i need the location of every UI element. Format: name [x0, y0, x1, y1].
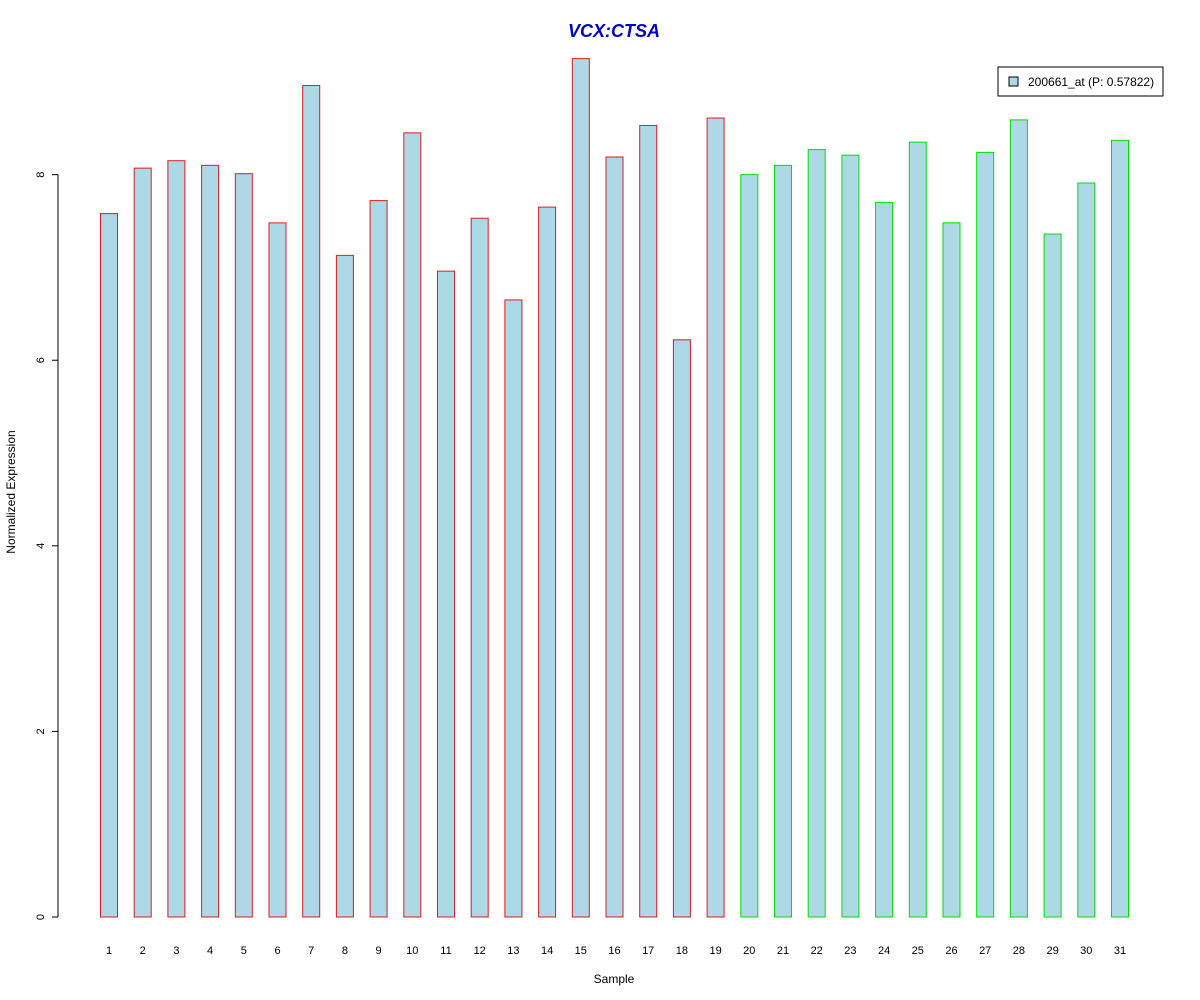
bar-sample-9	[369, 200, 388, 918]
x-tick-label: 14	[541, 945, 553, 957]
y-tick-label: 6	[35, 357, 47, 363]
x-tick-label: 2	[140, 945, 146, 957]
bar-sample-20	[740, 174, 759, 918]
x-tick-label: 13	[507, 945, 519, 957]
y-tick-label: 8	[35, 172, 47, 178]
bar-sample-13	[504, 299, 523, 918]
legend-swatch	[1008, 76, 1019, 87]
x-tick-label: 20	[743, 945, 755, 957]
x-tick-label: 17	[642, 945, 654, 957]
x-tick-label: 27	[979, 945, 991, 957]
x-tick-label: 10	[406, 945, 418, 957]
y-tick-label: 2	[35, 728, 47, 734]
bar-sample-24	[875, 201, 894, 918]
x-tick-label: 29	[1046, 945, 1058, 957]
bar-sample-26	[942, 222, 961, 918]
bar-sample-22	[807, 149, 826, 918]
bar-sample-19	[706, 117, 725, 918]
bar-sample-10	[403, 132, 422, 918]
x-tick-label: 5	[241, 945, 247, 957]
x-tick-label: 28	[1013, 945, 1025, 957]
bar-sample-30	[1077, 182, 1096, 918]
bar-sample-23	[841, 154, 860, 918]
x-tick-label: 12	[474, 945, 486, 957]
x-tick-label: 30	[1080, 945, 1092, 957]
legend-box	[997, 66, 1164, 97]
x-tick-label: 22	[811, 945, 823, 957]
bar-sample-25	[908, 141, 927, 918]
x-axis-label: Sample	[594, 972, 635, 986]
x-tick-labels: 1 2 3 4 5 6 7 8 9 10 11 12 13 14 15 16 17 18 19 20 21 22 23 24 2…	[106, 945, 1126, 957]
x-tick-label: 9	[376, 945, 382, 957]
bar-sample-14	[538, 206, 557, 918]
x-tick-label: 23	[844, 945, 856, 957]
chart-title: VCX:CTSA	[568, 21, 660, 41]
y-tick-label: 0	[35, 914, 47, 920]
x-tick-label: 25	[912, 945, 924, 957]
bar-sample-15	[571, 58, 590, 918]
bar-sample-17	[639, 124, 658, 918]
x-tick-label: 24	[878, 945, 890, 957]
x-tick-label: 4	[207, 945, 213, 957]
y-tick-label: 4	[35, 543, 47, 549]
x-tick-label: 31	[1114, 945, 1126, 957]
bar-sample-4	[201, 164, 220, 918]
bar-sample-1	[100, 213, 118, 918]
bar-sample-18	[672, 339, 691, 918]
bar-sample-2	[133, 167, 152, 918]
x-tick-label: 1	[106, 945, 112, 957]
bar-sample-12	[470, 217, 489, 918]
bar-sample-5	[234, 173, 253, 918]
bar-sample-28	[1009, 119, 1028, 918]
x-tick-label: 8	[342, 945, 348, 957]
x-tick-label: 26	[945, 945, 957, 957]
bar-sample-31	[1111, 139, 1129, 918]
bar-sample-21	[774, 164, 792, 918]
x-tick-label: 3	[173, 945, 179, 957]
bar-sample-16	[605, 156, 624, 918]
bar-sample-27	[976, 151, 995, 918]
x-tick-label: 21	[777, 945, 789, 957]
bar-sample-3	[167, 160, 186, 918]
bar-sample-6	[268, 222, 287, 918]
bar-sample-11	[437, 270, 455, 918]
legend-label: 200661_at (P: 0.57822)	[1028, 75, 1154, 89]
bars-group	[100, 58, 1129, 918]
x-tick-label: 11	[440, 945, 451, 957]
y-axis: 0 2 4 6 8	[35, 172, 59, 920]
legend: 200661_at (P: 0.57822)	[997, 66, 1164, 97]
x-tick-label: 7	[308, 945, 314, 957]
bar-sample-29	[1043, 233, 1062, 918]
x-tick-label: 15	[575, 945, 587, 957]
x-tick-label: 18	[676, 945, 688, 957]
y-axis-label: Normalized Expression	[4, 430, 18, 553]
x-tick-label: 6	[274, 945, 280, 957]
bar-sample-8	[335, 254, 354, 918]
x-tick-label: 16	[608, 945, 620, 957]
x-tick-label: 19	[709, 945, 721, 957]
bar-sample-7	[302, 85, 321, 918]
